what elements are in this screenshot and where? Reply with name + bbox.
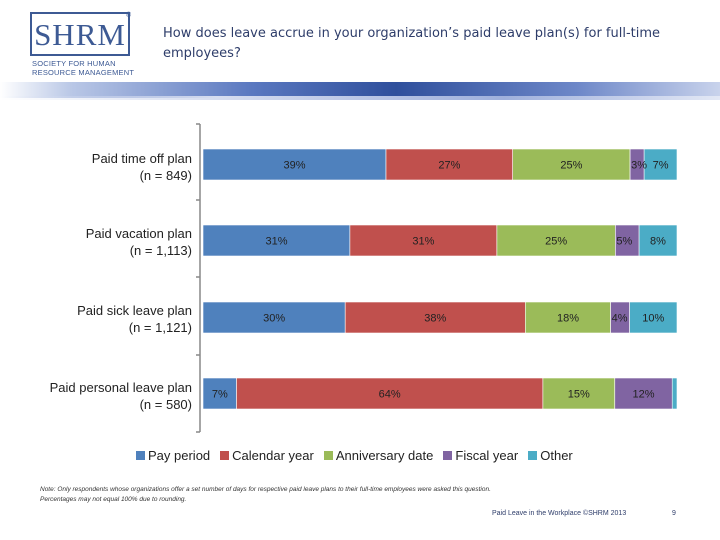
bar-segments: [202, 148, 678, 410]
bar-anniversary-date-2: [524, 301, 611, 334]
data-label-fiscal-year-1: 5%: [616, 236, 632, 248]
legend-item-other: Other: [528, 448, 573, 463]
legend-item-calendar-year: Calendar year: [220, 448, 314, 463]
page-number: 9: [672, 510, 676, 517]
data-label-anniversary-date-2: 18%: [557, 313, 579, 325]
bar-anniversary-date-1: [496, 224, 616, 257]
data-label-pay-period-3: 7%: [212, 389, 228, 401]
category-n: (n = 580): [139, 397, 192, 412]
bar-other-3: [671, 377, 678, 410]
category-name: Paid vacation plan: [85, 226, 192, 241]
category-label-1: Paid vacation plan (n = 1,113): [22, 225, 192, 259]
bar-calendar-year-2: [344, 301, 526, 334]
legend-label: Pay period: [148, 448, 211, 463]
bar-other-1: [638, 224, 678, 257]
bar-anniversary-date-3: [542, 377, 616, 410]
stacked-bar-chart: 39% 27% 25% 3% 7% 31% 31% 25% 5% 8% 30% 38% 18% 4% 10%…: [196, 123, 678, 433]
footnote-line-2: Percentages may not equal 100% due to ro…: [40, 496, 187, 503]
legend-item-pay-period: Pay period: [136, 448, 210, 463]
category-name: Paid personal leave plan: [49, 380, 192, 395]
category-label-0: Paid time off plan (n = 849): [22, 150, 192, 184]
footer-text: Paid Leave in the Workplace ©SHRM 2013: [492, 510, 627, 517]
logo-box: SHRM: [30, 12, 130, 56]
category-n: (n = 1,121): [128, 320, 192, 335]
bar-calendar-year-1: [349, 224, 498, 257]
data-label-other-2: 10%: [642, 313, 664, 325]
legend-swatch: [528, 451, 538, 460]
legend-swatch: [136, 451, 145, 460]
data-label-calendar-year-3: 64%: [379, 389, 401, 401]
data-label-pay-period-1: 31%: [265, 236, 287, 248]
data-label-anniversary-date-1: 25%: [545, 236, 567, 248]
data-label-pay-period-2: 30%: [263, 313, 285, 325]
slide-title: How does leave accrue in your organizati…: [163, 26, 661, 61]
category-n: (n = 849): [139, 168, 192, 183]
bar-pay-period-3: [202, 377, 237, 410]
logo-registered: ®: [126, 12, 132, 19]
data-label-other-0: 7%: [653, 160, 669, 172]
category-label-3: Paid personal leave plan (n = 580): [22, 379, 192, 413]
legend-item-fiscal-year: Fiscal year: [443, 448, 518, 463]
data-label-pay-period-0: 39%: [283, 160, 305, 172]
bar-fiscal-year-3: [614, 377, 673, 410]
footnote: Note: Only respondents whose organizatio…: [40, 485, 640, 505]
data-label-anniversary-date-0: 25%: [560, 160, 582, 172]
data-label-fiscal-year-3: 12%: [632, 389, 654, 401]
data-label-other-1: 8%: [650, 236, 666, 248]
legend-item-anniversary-date: Anniversary date: [323, 448, 434, 463]
segment-labels: 39% 27% 25% 3% 7% 31% 31% 25% 5% 8% 30% 38% 18% 4% 10%…: [212, 160, 669, 401]
logo-subtitle: Society for Human Resource Management: [32, 59, 135, 77]
legend-swatch: [220, 451, 230, 460]
legend-label: Anniversary date: [335, 448, 434, 463]
shrm-logo: SHRM ® Society for Human Resource Manage…: [30, 12, 136, 78]
bar-pay-period-2: [202, 301, 346, 334]
header-stripe: [0, 82, 720, 98]
bar-other-0: [643, 148, 678, 181]
data-label-calendar-year-1: 31%: [412, 236, 434, 248]
bar-anniversary-date-0: [512, 148, 631, 181]
legend-swatch: [323, 451, 333, 460]
bar-calendar-year-3: [236, 377, 544, 410]
data-label-calendar-year-2: 38%: [424, 313, 446, 325]
footnote-line-1: Note: Only respondents whose organizatio…: [40, 486, 491, 493]
category-name: Paid time off plan: [91, 151, 192, 166]
data-label-fiscal-year-0: 3%: [631, 160, 647, 172]
header-stripe-thin: [0, 96, 720, 100]
category-n: (n = 1,113): [129, 243, 192, 258]
legend-label: Fiscal year: [455, 448, 519, 463]
category-axis: [196, 123, 201, 433]
legend-label: Other: [540, 448, 573, 463]
data-label-anniversary-date-3: 15%: [568, 389, 590, 401]
category-label-2: Paid sick leave plan (n = 1,121): [22, 302, 192, 336]
legend-swatch: [443, 451, 453, 460]
bar-other-2: [629, 301, 678, 334]
legend: Pay period Calendar year Anniversary dat…: [136, 448, 606, 463]
legend-label: Calendar year: [232, 448, 314, 463]
logo-mark: SHRM: [34, 16, 126, 52]
category-name: Paid sick leave plan: [77, 303, 192, 318]
data-label-fiscal-year-2: 4%: [612, 313, 628, 325]
data-label-calendar-year-0: 27%: [438, 160, 460, 172]
